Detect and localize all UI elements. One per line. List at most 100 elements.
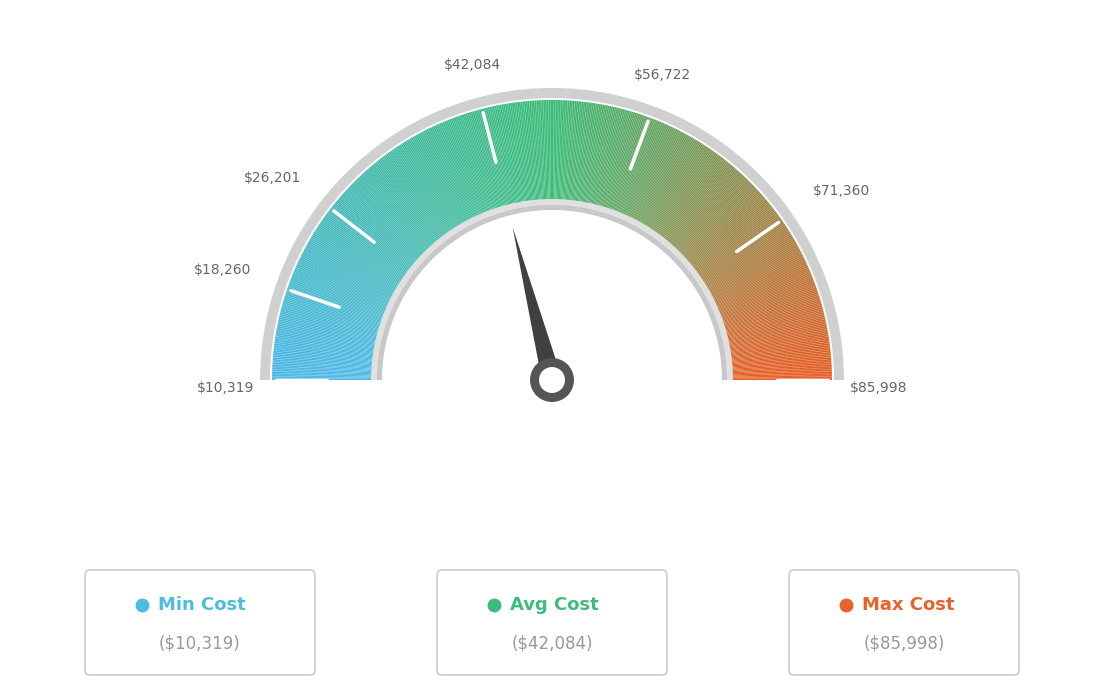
Wedge shape xyxy=(470,112,501,210)
Wedge shape xyxy=(664,162,729,242)
Wedge shape xyxy=(320,221,405,280)
Wedge shape xyxy=(688,199,766,266)
Wedge shape xyxy=(275,338,376,355)
Wedge shape xyxy=(571,101,584,203)
Wedge shape xyxy=(730,366,831,372)
Wedge shape xyxy=(546,100,550,202)
Wedge shape xyxy=(701,227,787,284)
Wedge shape xyxy=(712,259,805,304)
Wedge shape xyxy=(484,108,510,207)
Wedge shape xyxy=(364,171,434,248)
Wedge shape xyxy=(679,184,754,257)
Wedge shape xyxy=(341,195,418,263)
Wedge shape xyxy=(712,256,804,302)
Wedge shape xyxy=(729,345,830,359)
Wedge shape xyxy=(304,250,394,298)
Wedge shape xyxy=(305,246,395,296)
Wedge shape xyxy=(729,342,829,357)
Wedge shape xyxy=(700,226,786,283)
Wedge shape xyxy=(477,110,506,208)
Wedge shape xyxy=(576,103,593,204)
Wedge shape xyxy=(665,163,731,243)
Wedge shape xyxy=(301,253,393,300)
Wedge shape xyxy=(562,101,570,202)
Wedge shape xyxy=(274,352,375,363)
Wedge shape xyxy=(652,148,711,233)
Wedge shape xyxy=(616,119,655,215)
Wedge shape xyxy=(277,328,378,348)
Wedge shape xyxy=(327,213,410,275)
Wedge shape xyxy=(598,110,627,208)
Wedge shape xyxy=(673,176,745,251)
Wedge shape xyxy=(459,115,493,212)
Wedge shape xyxy=(274,343,375,357)
Wedge shape xyxy=(578,104,596,204)
Wedge shape xyxy=(633,130,681,222)
Wedge shape xyxy=(288,285,384,321)
Wedge shape xyxy=(550,100,552,202)
Wedge shape xyxy=(580,104,597,204)
Wedge shape xyxy=(573,102,587,204)
Wedge shape xyxy=(476,110,505,209)
Text: Min Cost: Min Cost xyxy=(158,596,246,614)
Wedge shape xyxy=(297,262,391,306)
Wedge shape xyxy=(730,378,832,380)
Wedge shape xyxy=(602,111,631,209)
FancyBboxPatch shape xyxy=(85,570,315,675)
Wedge shape xyxy=(710,251,802,299)
Wedge shape xyxy=(720,285,816,321)
Wedge shape xyxy=(307,244,396,294)
Wedge shape xyxy=(628,127,672,219)
Wedge shape xyxy=(296,266,390,308)
Wedge shape xyxy=(381,158,444,239)
Wedge shape xyxy=(722,297,820,328)
Wedge shape xyxy=(583,104,603,205)
Wedge shape xyxy=(729,346,830,360)
FancyBboxPatch shape xyxy=(437,570,667,675)
Wedge shape xyxy=(661,159,725,240)
Wedge shape xyxy=(467,112,499,210)
Wedge shape xyxy=(670,170,739,247)
Wedge shape xyxy=(508,104,526,204)
Wedge shape xyxy=(425,130,473,221)
Wedge shape xyxy=(683,191,760,261)
Wedge shape xyxy=(590,106,613,206)
Wedge shape xyxy=(667,166,733,244)
Wedge shape xyxy=(373,163,439,243)
Wedge shape xyxy=(608,115,641,211)
Wedge shape xyxy=(280,308,380,336)
Wedge shape xyxy=(725,317,826,341)
Wedge shape xyxy=(340,196,417,264)
Wedge shape xyxy=(629,128,675,220)
Wedge shape xyxy=(474,110,503,209)
Wedge shape xyxy=(615,118,651,214)
Wedge shape xyxy=(715,267,809,309)
Wedge shape xyxy=(556,100,561,202)
Wedge shape xyxy=(529,101,539,203)
Wedge shape xyxy=(692,207,773,271)
Wedge shape xyxy=(403,141,458,229)
Wedge shape xyxy=(639,135,690,225)
Wedge shape xyxy=(656,152,716,236)
Wedge shape xyxy=(558,100,563,202)
Wedge shape xyxy=(729,343,830,357)
Wedge shape xyxy=(344,191,421,261)
Wedge shape xyxy=(728,336,829,353)
Wedge shape xyxy=(603,112,634,210)
Wedge shape xyxy=(299,257,392,303)
Wedge shape xyxy=(488,107,512,207)
Wedge shape xyxy=(372,164,438,244)
Wedge shape xyxy=(730,375,832,377)
Wedge shape xyxy=(570,101,582,203)
Wedge shape xyxy=(283,300,381,331)
Wedge shape xyxy=(272,378,374,380)
Wedge shape xyxy=(675,177,746,252)
Wedge shape xyxy=(569,101,580,203)
Wedge shape xyxy=(310,237,399,290)
Wedge shape xyxy=(584,105,605,205)
Wedge shape xyxy=(618,120,658,215)
Wedge shape xyxy=(713,262,807,306)
Wedge shape xyxy=(516,102,530,204)
Wedge shape xyxy=(316,228,402,284)
Wedge shape xyxy=(724,308,824,336)
